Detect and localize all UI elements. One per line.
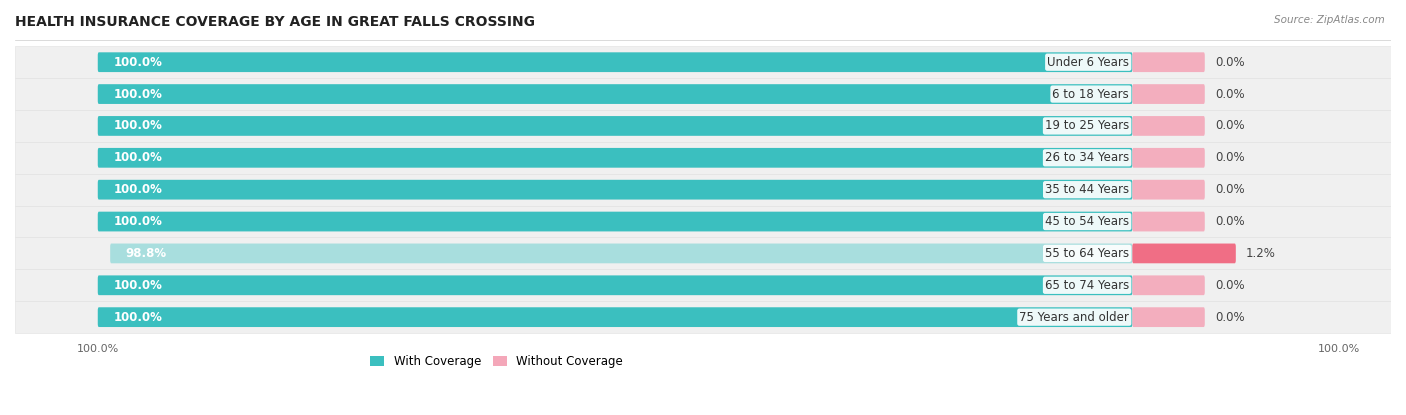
Text: 75 Years and older: 75 Years and older [1019, 311, 1129, 324]
Text: 100.0%: 100.0% [114, 279, 162, 292]
FancyBboxPatch shape [110, 244, 1132, 263]
FancyBboxPatch shape [98, 52, 1132, 72]
Text: 0.0%: 0.0% [1215, 279, 1244, 292]
FancyBboxPatch shape [1132, 52, 1205, 72]
FancyBboxPatch shape [1132, 244, 1236, 263]
Text: 0.0%: 0.0% [1215, 88, 1244, 100]
Bar [15, 237, 1391, 269]
Bar [15, 46, 1391, 78]
FancyBboxPatch shape [98, 180, 1132, 200]
FancyBboxPatch shape [1132, 116, 1205, 136]
Text: 100.0%: 100.0% [114, 183, 162, 196]
Text: 0.0%: 0.0% [1215, 151, 1244, 164]
FancyBboxPatch shape [1132, 84, 1205, 104]
Text: 100.0%: 100.0% [114, 215, 162, 228]
Bar [15, 269, 1391, 301]
Text: Source: ZipAtlas.com: Source: ZipAtlas.com [1274, 15, 1385, 24]
FancyBboxPatch shape [1132, 180, 1205, 200]
Bar [15, 142, 1391, 174]
FancyBboxPatch shape [98, 276, 1132, 295]
Text: 100.0%: 100.0% [114, 120, 162, 132]
Text: 19 to 25 Years: 19 to 25 Years [1045, 120, 1129, 132]
Text: 0.0%: 0.0% [1215, 56, 1244, 69]
Bar [15, 205, 1391, 237]
Text: 1.2%: 1.2% [1246, 247, 1277, 260]
FancyBboxPatch shape [98, 84, 1132, 104]
Text: 65 to 74 Years: 65 to 74 Years [1045, 279, 1129, 292]
Text: 0.0%: 0.0% [1215, 120, 1244, 132]
Bar [15, 301, 1391, 333]
Text: Under 6 Years: Under 6 Years [1047, 56, 1129, 69]
Bar [15, 110, 1391, 142]
FancyBboxPatch shape [1132, 276, 1205, 295]
Text: 98.8%: 98.8% [125, 247, 167, 260]
Text: 0.0%: 0.0% [1215, 215, 1244, 228]
Text: HEALTH INSURANCE COVERAGE BY AGE IN GREAT FALLS CROSSING: HEALTH INSURANCE COVERAGE BY AGE IN GREA… [15, 15, 536, 29]
Text: 6 to 18 Years: 6 to 18 Years [1053, 88, 1129, 100]
FancyBboxPatch shape [98, 307, 1132, 327]
Text: 100.0%: 100.0% [114, 56, 162, 69]
Text: 26 to 34 Years: 26 to 34 Years [1045, 151, 1129, 164]
Text: 55 to 64 Years: 55 to 64 Years [1045, 247, 1129, 260]
Text: 100.0%: 100.0% [114, 311, 162, 324]
FancyBboxPatch shape [98, 212, 1132, 232]
FancyBboxPatch shape [1132, 148, 1205, 168]
Text: 0.0%: 0.0% [1215, 311, 1244, 324]
Bar [15, 174, 1391, 205]
FancyBboxPatch shape [1132, 307, 1205, 327]
Text: 35 to 44 Years: 35 to 44 Years [1045, 183, 1129, 196]
Text: 100.0%: 100.0% [114, 151, 162, 164]
Text: 0.0%: 0.0% [1215, 183, 1244, 196]
FancyBboxPatch shape [98, 116, 1132, 136]
Text: 100.0%: 100.0% [114, 88, 162, 100]
FancyBboxPatch shape [98, 148, 1132, 168]
Bar [15, 78, 1391, 110]
Legend: With Coverage, Without Coverage: With Coverage, Without Coverage [366, 350, 628, 373]
Text: 45 to 54 Years: 45 to 54 Years [1045, 215, 1129, 228]
FancyBboxPatch shape [1132, 212, 1205, 232]
